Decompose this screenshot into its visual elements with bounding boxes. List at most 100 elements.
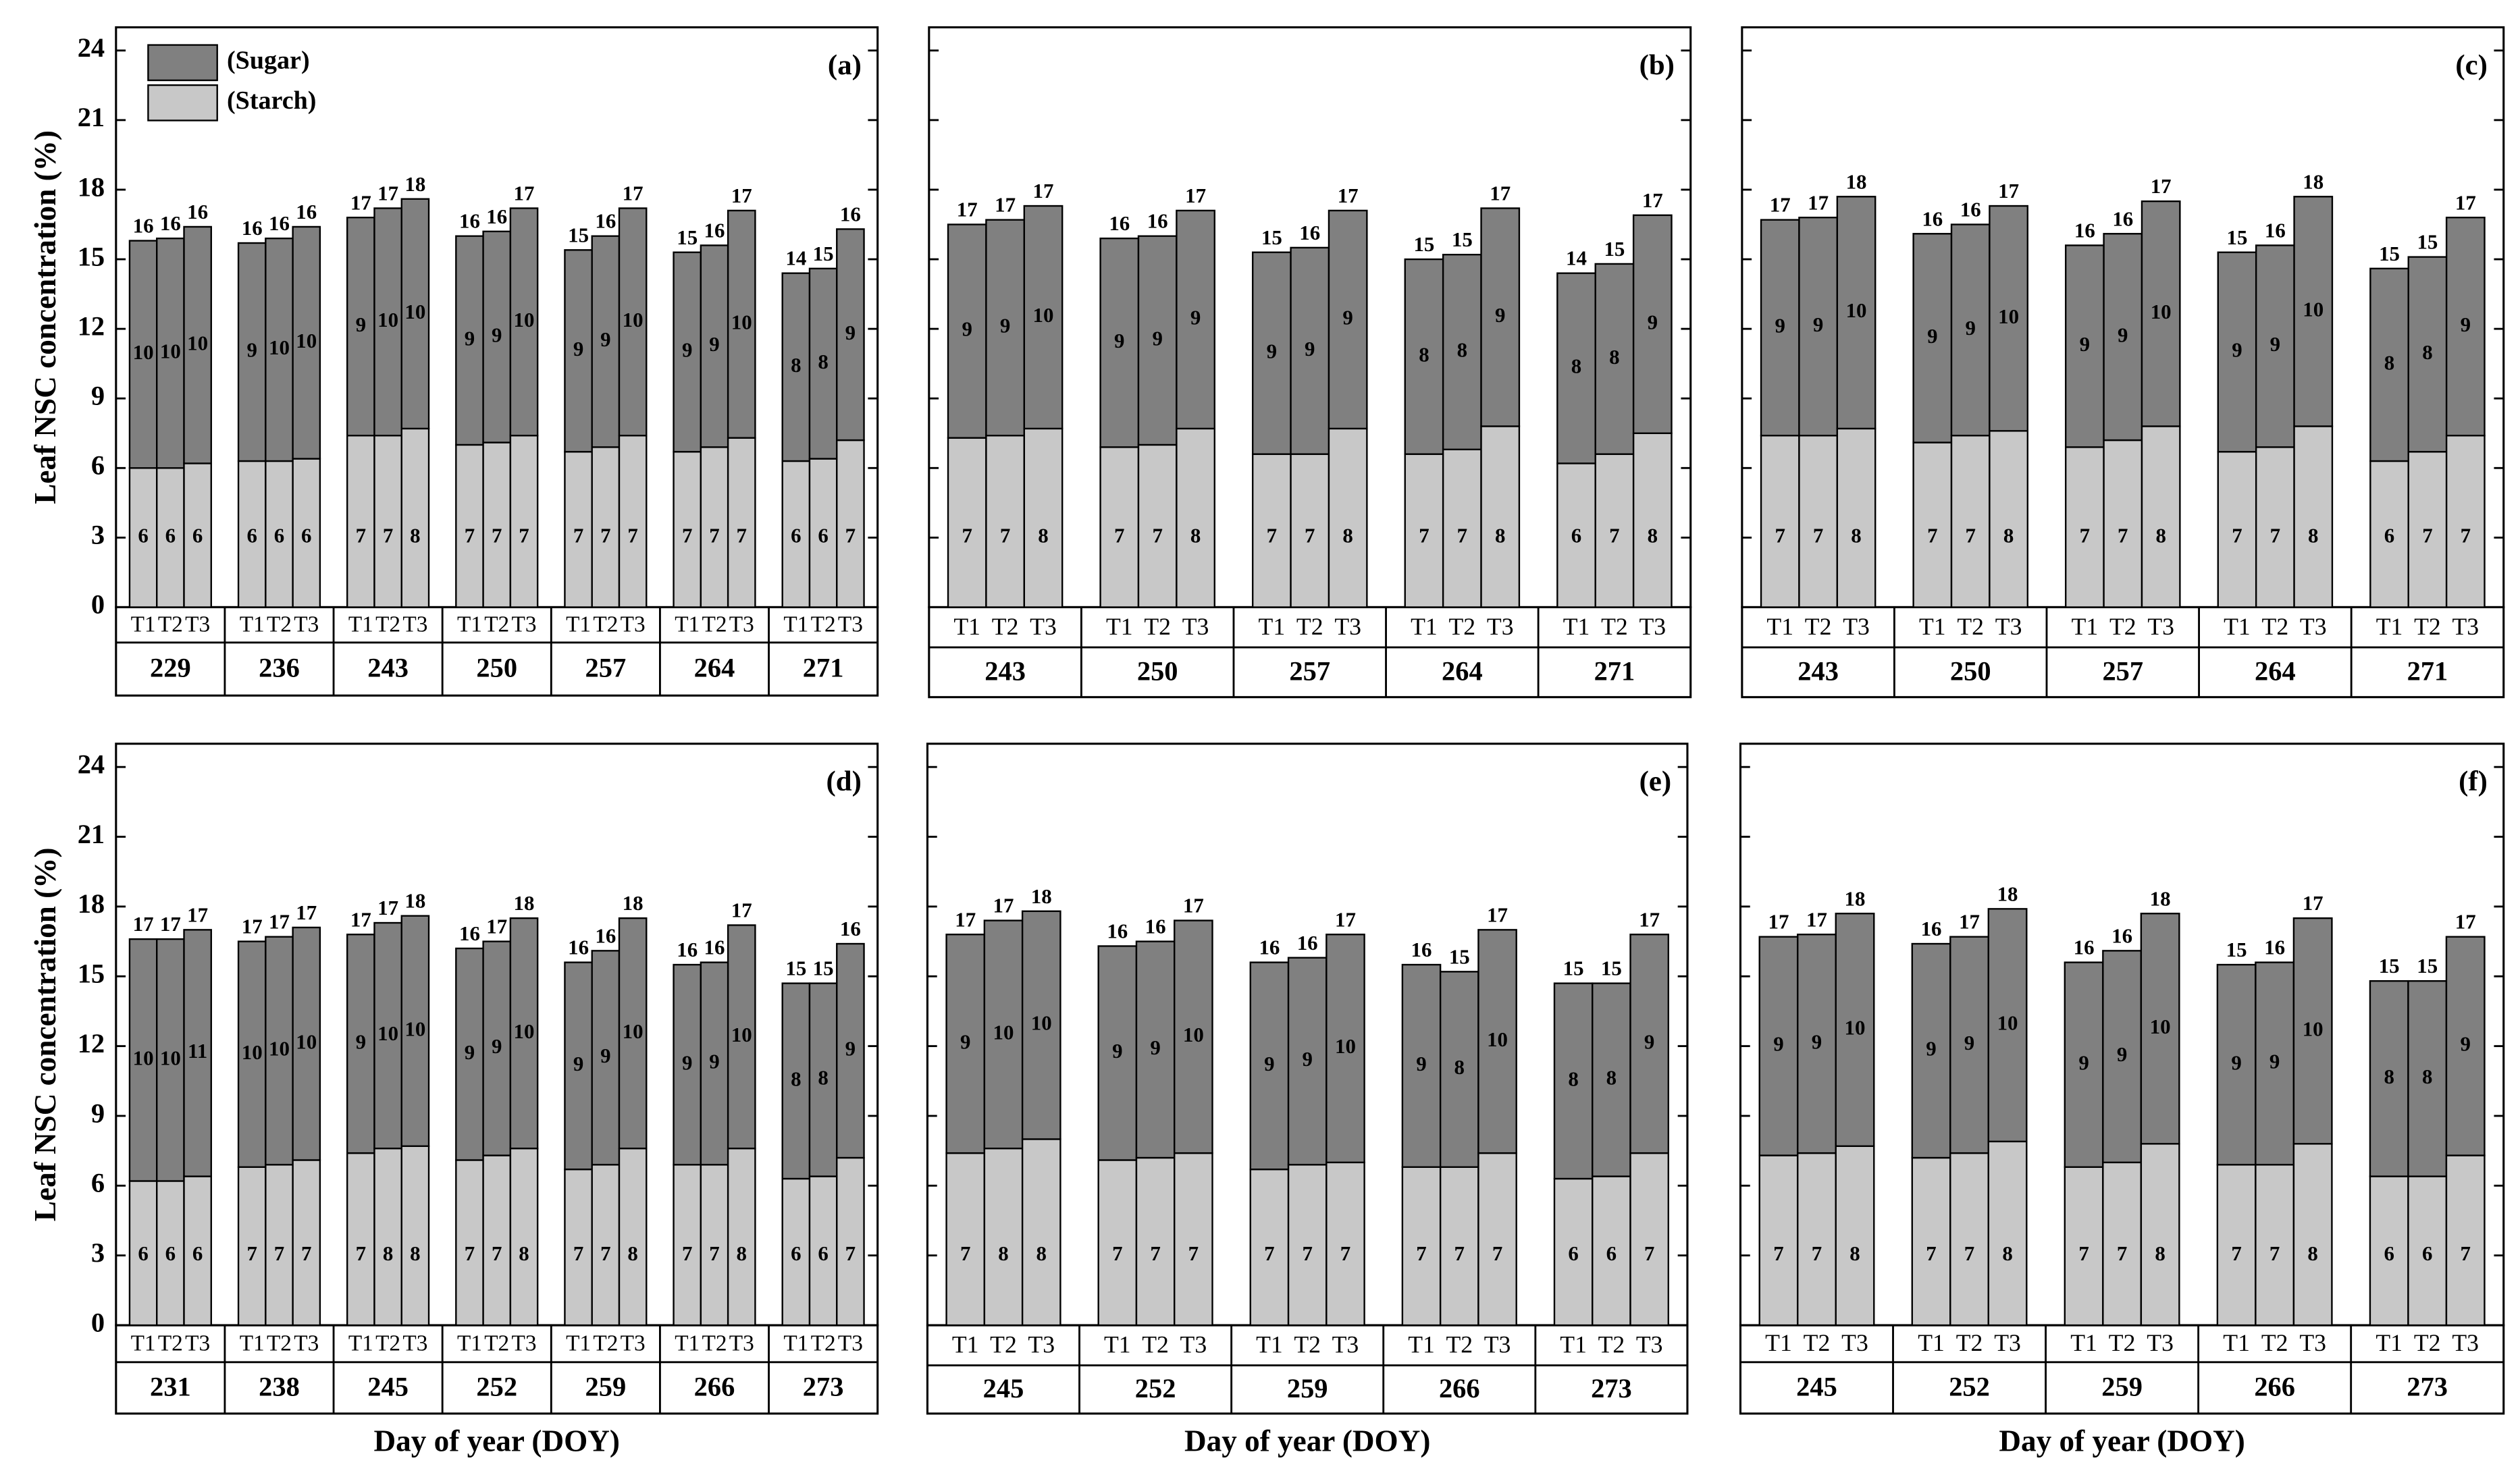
value-label: 9 [1112,1039,1122,1063]
x-tick-label: T1 [1918,1329,1945,1356]
value-label: 7 [301,1241,311,1265]
total-label: 17 [957,198,978,221]
group-label: 236 [259,653,300,683]
bar-segment [1480,425,1521,608]
total-label: 17 [1770,193,1791,217]
value-label: 8 [2384,350,2394,374]
x-tick-label: T2 [1446,1331,1473,1358]
x-tick-label: T3 [1182,613,1209,640]
value-label: 10 [2303,1017,2324,1040]
group-label: 245 [1796,1372,1837,1402]
total-label: 16 [269,211,290,235]
value-label: 9 [1812,1029,1822,1053]
value-label: 7 [1188,1241,1199,1265]
value-label: 7 [573,523,583,547]
total-label: 16 [296,200,317,223]
total-label: 17 [133,912,154,936]
x-tick-label: T2 [484,1331,509,1356]
bar-segment [673,963,702,1166]
x-tick-label: T3 [512,1331,537,1356]
value-label: 6 [1568,1241,1578,1265]
value-label: 8 [1342,523,1353,547]
y-tick-label: 18 [78,171,105,202]
y-tick-label: 15 [78,959,105,989]
value-label: 10 [993,1020,1014,1044]
value-label: 6 [192,1241,203,1265]
bar-segment [1987,908,2028,1143]
bar-segment [1629,934,1669,1154]
bar-segment [1021,910,1061,1140]
bar-segment [1021,1138,1061,1327]
bar-segment [1912,441,1953,608]
value-label: 6 [818,523,828,547]
value-label: 7 [2118,523,2128,547]
value-label: 7 [600,523,610,547]
total-label: 17 [1642,188,1663,212]
value-label: 9 [246,338,257,362]
total-label: 17 [1806,907,1827,931]
value-label: 9 [960,1029,970,1053]
bar-segment [727,1148,756,1327]
bar-segment [2217,251,2257,453]
value-label: 7 [1492,1241,1502,1265]
value-label: 10 [269,1037,290,1061]
total-label: 17 [187,903,208,926]
bar-segment [1439,971,1479,1168]
value-label: 8 [2155,1241,2165,1265]
total-label: 17 [160,912,181,936]
total-label: 16 [704,218,725,242]
x-tick-label: T1 [1766,613,1793,640]
value-label: 7 [1150,1241,1160,1265]
group-label: 271 [1594,655,1635,686]
bar-segment [564,961,593,1171]
bar-segment [128,467,158,608]
value-label: 8 [2422,340,2432,364]
x-tick-label: T2 [2109,1329,2136,1356]
bar-segment [1477,929,1517,1154]
value-label: 7 [845,523,856,547]
value-label: 8 [383,1241,393,1265]
value-label: 7 [1609,523,1619,547]
value-label: 7 [2460,1241,2470,1265]
value-label: 10 [296,329,317,352]
bar-segment [1097,1159,1138,1327]
bar-segment [373,434,402,608]
value-label: 7 [2231,1241,2241,1265]
bar-segment [2445,1154,2486,1327]
total-label: 14 [1566,246,1587,270]
value-label: 7 [1267,523,1277,547]
x-tick-label: T3 [294,1331,319,1356]
value-label: 9 [1264,1052,1274,1075]
x-tick-label: T2 [375,1331,400,1356]
value-label: 7 [2117,1241,2127,1265]
bar-segment [2293,425,2334,608]
value-label: 9 [1267,339,1277,363]
value-label: 6 [2422,1241,2432,1265]
x-tick-label: T3 [1994,1329,2021,1356]
group-label: 257 [1289,655,1330,686]
x-tick-label: T3 [402,1331,427,1356]
value-label: 10 [514,1019,535,1043]
x-tick-label: T1 [783,1331,808,1356]
value-label: 8 [1457,338,1467,362]
total-label: 16 [242,216,263,240]
bar-segment [265,237,294,462]
x-tick-label: T1 [457,1331,482,1356]
value-label: 7 [2269,1241,2280,1265]
total-label: 18 [404,889,425,913]
value-label: 7 [573,1241,583,1265]
bar-segment [2407,980,2448,1177]
value-label: 8 [791,353,801,377]
x-tick-label: T2 [1957,613,1984,640]
value-label: 8 [818,350,828,373]
bar-segment [455,1159,484,1327]
value-label: 7 [274,1241,284,1265]
total-label: 17 [1185,184,1206,207]
bar-segment [2255,446,2295,608]
bar-segment [1989,430,2028,608]
x-tick-label: T1 [1408,1331,1435,1358]
bar-segment [1023,205,1064,430]
bar-segment [1553,982,1594,1180]
bar-segment [156,1180,185,1327]
total-label: 15 [677,225,698,249]
